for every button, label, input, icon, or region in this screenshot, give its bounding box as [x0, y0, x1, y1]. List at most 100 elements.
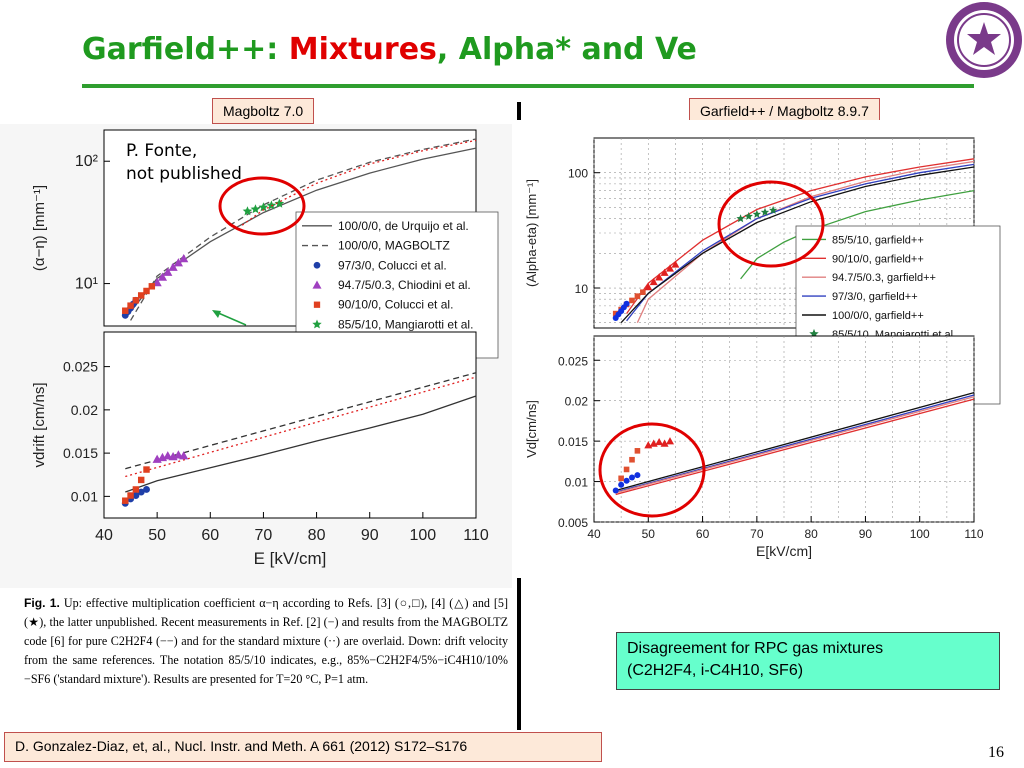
left-bottom-data-point — [179, 451, 189, 460]
right-top-data-point — [629, 297, 635, 304]
right-top-data-point — [623, 300, 630, 307]
right-top-y-axis-title: (Alpha-eta) [mm⁻¹] — [524, 179, 539, 287]
left-top-series — [121, 138, 477, 321]
right-bottom-ytick-label: 0.02 — [565, 395, 589, 409]
left-bottom-data-point — [163, 451, 173, 460]
left-bottom-data-point — [127, 492, 134, 499]
left-bottom-xtick-label: 60 — [201, 527, 219, 544]
right-bottom-data-point — [623, 477, 630, 484]
left-top-data-point — [274, 198, 285, 208]
right-bottom-ytick-label: 0.025 — [558, 354, 588, 368]
right-bottom-series-line-3 — [615, 396, 975, 494]
left-top-data-point — [258, 202, 269, 212]
highlight-circle-right-top — [717, 180, 825, 268]
right-top-legend-label: 90/10/0, garfield++ — [832, 253, 924, 265]
right-top-series — [612, 158, 975, 324]
figure-caption: Fig. 1. Up: effective multiplication coe… — [24, 594, 508, 689]
left-bottom-xtick-label: 100 — [410, 527, 437, 544]
left-top-ytick-label: 10² — [75, 153, 99, 170]
right-bottom-ytick-label: 0.005 — [558, 516, 588, 530]
left-top-legend-marker — [312, 280, 322, 289]
page-number: 16 — [988, 744, 1004, 761]
right-bottom-data-point — [634, 448, 641, 454]
caption-label: Fig. 1. — [24, 596, 60, 610]
annotation-arrowhead — [212, 310, 221, 318]
right-top-series-line-1 — [626, 158, 975, 314]
right-bottom-data-point — [660, 439, 669, 447]
caption-text: Up: effective multiplication coefficient… — [24, 596, 508, 686]
right-bottom-xtick-label: 40 — [587, 527, 601, 541]
right-top-data-point — [752, 209, 761, 218]
title-highlight: Mixtures — [288, 32, 437, 67]
right-top-legend-label: 97/3/0, garfield++ — [832, 291, 918, 303]
garfield-version-label: Garfield++ / Magboltz 8.9.7 — [689, 98, 880, 124]
highlight-circle-right-bottom — [598, 422, 706, 518]
right-bottom-data-point — [618, 481, 625, 488]
left-bottom-series — [121, 372, 477, 507]
right-top-data-point — [744, 212, 753, 220]
right-top-data-point — [769, 205, 778, 214]
left-top-data-point — [143, 287, 150, 295]
right-bottom-ytick-label: 0.015 — [558, 435, 588, 449]
left-bottom-xtick-label: 90 — [361, 527, 379, 544]
left-bottom-data-point — [132, 492, 140, 499]
right-bottom-y-axis-title: Vd[cm/ns] — [524, 400, 539, 458]
left-bottom-data-point — [173, 450, 183, 459]
left-bottom-data-point — [143, 486, 150, 493]
left-bottom-ytick-label: 0.015 — [63, 445, 98, 461]
right-bottom-data-point — [618, 475, 624, 482]
right-top-legend-label: 85/5/10, garfield++ — [832, 234, 924, 246]
left-top-legend-marker — [313, 261, 321, 269]
left-top-data-point — [179, 254, 189, 263]
left-bottom-y-axis-title: vdrift [cm/ns] — [31, 382, 48, 467]
right-bottom-series — [612, 391, 975, 496]
right-top-data-point — [644, 283, 653, 291]
right-top-ytick-label: 100 — [568, 167, 588, 181]
disagreement-text: Disagreement for RPC gas mixtures — [627, 640, 884, 657]
right-bottom-x-axis-title: E[kV/cm] — [756, 543, 812, 559]
right-bottom-series-line-2 — [615, 398, 975, 496]
left-top-data-point — [266, 200, 277, 210]
left-top-data-point — [168, 262, 178, 271]
disagreement-note: Disagreement for RPC gas mixtures (C2H2F… — [616, 632, 1000, 690]
right-top-data-point — [660, 268, 669, 276]
left-top-data-point — [137, 292, 145, 299]
left-top-legend-label: 94.7/5/0.3, Chiodini et al. — [338, 278, 471, 292]
left-top-series-line-6 — [241, 139, 477, 226]
right-bottom-xtick-label: 80 — [804, 527, 818, 541]
left-top-data-point — [122, 307, 129, 314]
right-bottom-data-point — [666, 437, 674, 445]
left-top-data-point — [148, 283, 156, 290]
right-bottom-data-point — [629, 456, 635, 463]
left-bottom-series-line-2 — [125, 376, 477, 478]
right-figure: 10 100 (Alpha-eta) [mm⁻¹] 85/5/10, garfield… — [514, 120, 1002, 578]
right-top-series-line-2 — [636, 160, 975, 323]
right-bottom-xtick-label: 50 — [642, 527, 656, 541]
right-bottom-ytick-label: 0.01 — [565, 476, 589, 490]
left-bottom-ytick-label: 0.025 — [63, 359, 98, 375]
left-bottom-x-axis-title: E [kV/cm] — [254, 549, 327, 568]
slide-title: Garfield++: Mixtures, Alpha* and Ve — [82, 32, 697, 67]
citation: D. Gonzalez-Diaz, et, al., Nucl. Instr. … — [4, 732, 602, 762]
right-bottom-gridlines — [593, 336, 975, 523]
right-top-data-point — [655, 273, 664, 281]
right-bottom-series-line-1 — [615, 391, 975, 492]
right-top-series-line-4 — [620, 166, 975, 324]
left-top-data-point — [132, 297, 140, 304]
right-top-ytick-label: 10 — [575, 282, 589, 296]
left-top-legend-marker — [313, 301, 321, 308]
left-top-data-point — [157, 272, 168, 281]
left-top-legend-label: 97/3/0, Colucci et al. — [338, 258, 447, 272]
left-bottom-ytick-label: 0.02 — [71, 402, 98, 418]
left-top-legend-label: 85/5/10, Mangiarotti et al. — [338, 317, 473, 331]
unpublished-note-author: P. Fonte, — [126, 141, 198, 161]
left-top-series-line-1 — [130, 138, 477, 321]
left-bottom-data-point — [132, 486, 140, 493]
right-bottom-xtick-label: 110 — [964, 527, 983, 541]
left-bottom-xtick-label: 70 — [255, 527, 273, 544]
left-bottom-xtick-label: 110 — [463, 527, 489, 544]
title-prefix: Garfield++: — [82, 32, 289, 67]
left-top-legend-label: 100/0/0, MAGBOLTZ — [338, 239, 450, 253]
right-top-data-point — [760, 207, 770, 216]
disagreement-formula: (C2H2F4, i-C4H10, SF6) — [627, 662, 804, 679]
